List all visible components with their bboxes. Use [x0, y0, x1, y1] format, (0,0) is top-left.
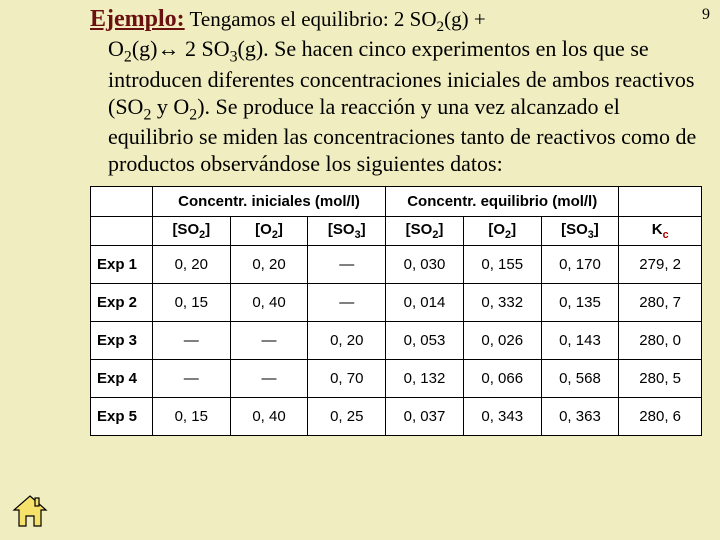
group-header-equilibrium: Concentr. equilibrio (mol/l) — [386, 187, 619, 217]
body-text: O2(g)↔ 2 SO3(g). Se hacen cinco experime… — [90, 36, 702, 178]
table-row: Exp 4——0, 700, 1320, 0660, 568280, 5 — [91, 360, 702, 398]
table-cell: 0, 014 — [386, 284, 464, 322]
table-group-header-row: Concentr. iniciales (mol/l) Concentr. eq… — [91, 187, 702, 217]
table-cell: 0, 143 — [541, 322, 619, 360]
table-empty-header — [91, 187, 153, 217]
row-label: Exp 3 — [91, 322, 153, 360]
row-label: Exp 2 — [91, 284, 153, 322]
table-cell: 280, 7 — [619, 284, 702, 322]
table-col-header-row: [SO2] [O2] [SO3] [SO2] [O2] [SO3] Kc — [91, 217, 702, 246]
table-cell: 0, 343 — [463, 398, 541, 436]
col-header: [O2] — [230, 217, 308, 246]
table-cell: 0, 132 — [386, 360, 464, 398]
col-header: [SO3] — [541, 217, 619, 246]
group-header-initial: Concentr. iniciales (mol/l) — [152, 187, 385, 217]
table-cell: — — [308, 246, 386, 284]
table-cell: 0, 568 — [541, 360, 619, 398]
table-cell: 0, 40 — [230, 398, 308, 436]
table-cell: 0, 030 — [386, 246, 464, 284]
data-table-wrap: Concentr. iniciales (mol/l) Concentr. eq… — [90, 186, 702, 436]
col-header: [O2] — [463, 217, 541, 246]
table-cell: — — [308, 284, 386, 322]
table-cell: 279, 2 — [619, 246, 702, 284]
table-cell: 0, 155 — [463, 246, 541, 284]
table-empty-header-3 — [91, 217, 153, 246]
table-cell: 0, 15 — [152, 398, 230, 436]
reaction-text-1: Tengamos el equilibrio: 2 SO2(g) + — [185, 7, 486, 31]
col-header: [SO2] — [152, 217, 230, 246]
table-cell: 0, 40 — [230, 284, 308, 322]
table-cell: — — [230, 360, 308, 398]
slide-content: Ejemplo: Tengamos el equilibrio: 2 SO2(g… — [0, 0, 720, 442]
title-row: Ejemplo: Tengamos el equilibrio: 2 SO2(g… — [90, 6, 702, 36]
table-empty-header-2 — [619, 187, 702, 217]
col-header: [SO3] — [308, 217, 386, 246]
home-icon[interactable] — [10, 492, 50, 532]
table-cell: 0, 363 — [541, 398, 619, 436]
data-table: Concentr. iniciales (mol/l) Concentr. eq… — [90, 186, 702, 436]
table-cell: — — [152, 322, 230, 360]
table-cell: 0, 20 — [152, 246, 230, 284]
table-cell: 0, 70 — [308, 360, 386, 398]
row-label: Exp 4 — [91, 360, 153, 398]
table-cell: 0, 25 — [308, 398, 386, 436]
page-number: 9 — [702, 6, 710, 24]
table-cell: — — [152, 360, 230, 398]
table-cell: 280, 5 — [619, 360, 702, 398]
table-cell: 0, 20 — [230, 246, 308, 284]
table-cell: 0, 026 — [463, 322, 541, 360]
row-label: Exp 1 — [91, 246, 153, 284]
col-header-kc: Kc — [619, 217, 702, 246]
table-cell: 280, 0 — [619, 322, 702, 360]
table-cell: 280, 6 — [619, 398, 702, 436]
row-label: Exp 5 — [91, 398, 153, 436]
table-cell: 0, 037 — [386, 398, 464, 436]
table-cell: 0, 135 — [541, 284, 619, 322]
table-row: Exp 10, 200, 20—0, 0300, 1550, 170279, 2 — [91, 246, 702, 284]
table-body: Exp 10, 200, 20—0, 0300, 1550, 170279, 2… — [91, 246, 702, 436]
table-cell: 0, 332 — [463, 284, 541, 322]
table-row: Exp 20, 150, 40—0, 0140, 3320, 135280, 7 — [91, 284, 702, 322]
table-row: Exp 3——0, 200, 0530, 0260, 143280, 0 — [91, 322, 702, 360]
col-header: [SO2] — [386, 217, 464, 246]
table-cell: 0, 170 — [541, 246, 619, 284]
table-cell: 0, 15 — [152, 284, 230, 322]
table-cell: 0, 053 — [386, 322, 464, 360]
table-cell: 0, 066 — [463, 360, 541, 398]
example-heading: Ejemplo: — [90, 6, 185, 32]
table-cell: — — [230, 322, 308, 360]
table-row: Exp 50, 150, 400, 250, 0370, 3430, 36328… — [91, 398, 702, 436]
table-cell: 0, 20 — [308, 322, 386, 360]
